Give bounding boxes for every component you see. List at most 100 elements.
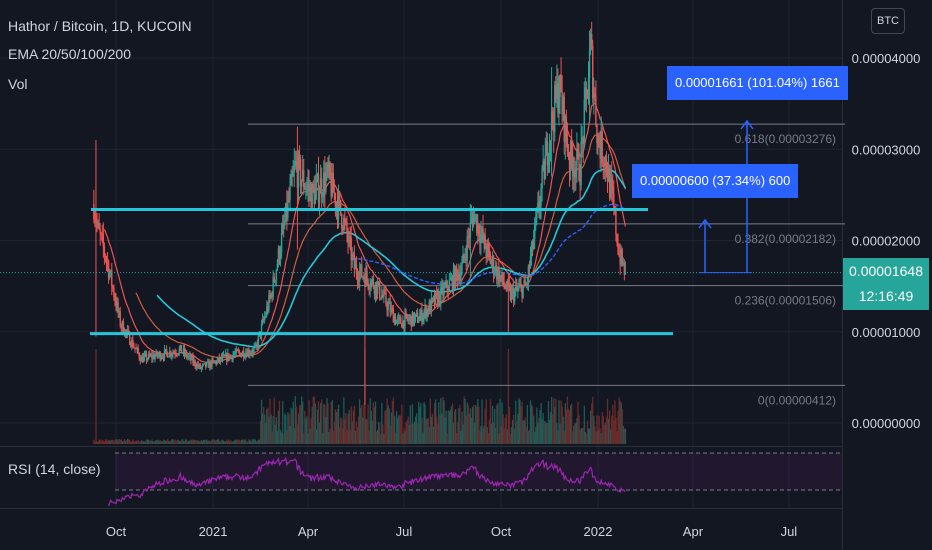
- candle-body: [366, 271, 368, 280]
- time-tick-label: Apr: [683, 524, 704, 539]
- candle-body: [346, 221, 348, 235]
- candle-body: [347, 234, 349, 243]
- candle-body: [318, 193, 321, 203]
- fib-retracement[interactable]: 0.618(0.00003276) 0.382(0.00002182) 0.236(…: [248, 123, 845, 407]
- volume-bar: [432, 426, 435, 444]
- volume-bar: [356, 427, 359, 444]
- candle-body: [408, 318, 410, 321]
- volume-bar: [469, 408, 472, 444]
- volume-bar: [314, 403, 317, 444]
- candle-body: [177, 353, 179, 355]
- candle-body: [395, 320, 398, 324]
- volume-bar: [505, 414, 507, 444]
- drawings[interactable]: [0, 119, 842, 336]
- volume-bar: [139, 441, 141, 444]
- volume-bar: [398, 415, 400, 444]
- volume-bar: [501, 402, 503, 444]
- candle-body: [149, 353, 151, 357]
- candle-body: [354, 264, 357, 270]
- volume-bar: [596, 415, 598, 444]
- candle-body: [526, 282, 529, 286]
- volume-bar: [154, 441, 156, 444]
- candle-body: [238, 351, 241, 353]
- candle-body: [464, 256, 466, 258]
- volume-bar: [137, 439, 139, 444]
- candle-body: [227, 353, 229, 362]
- candle-body: [443, 286, 445, 296]
- volume-bar: [214, 440, 216, 444]
- candle-body: [551, 111, 554, 123]
- candle-body: [550, 111, 553, 141]
- countdown-label: 12:16:49: [843, 284, 929, 310]
- candle-body: [229, 355, 231, 360]
- volume-bar: [243, 439, 245, 444]
- volume-bar: [188, 441, 190, 444]
- candle-body: [426, 308, 428, 318]
- candle-body: [549, 140, 552, 143]
- volume-bar: [495, 427, 497, 444]
- volume-bar: [483, 425, 485, 444]
- candle-body: [175, 353, 177, 355]
- candle-body: [98, 222, 100, 230]
- volume-bar: [603, 424, 606, 444]
- candle-body: [583, 99, 585, 145]
- volume-bar: [269, 398, 271, 444]
- candle-body: [582, 137, 584, 145]
- rsi-legend[interactable]: RSI (14, close): [8, 461, 101, 477]
- ema-100-line: [156, 168, 627, 348]
- candle-body: [303, 169, 305, 188]
- volume-bar: [203, 440, 206, 444]
- volume-bar: [430, 416, 433, 444]
- volume-legend[interactable]: Vol: [8, 76, 28, 92]
- candle-body: [577, 148, 579, 152]
- volume-bar: [444, 417, 446, 444]
- candle-body: [352, 253, 355, 255]
- volume-bar: [195, 440, 197, 444]
- volume-bar: [335, 412, 338, 444]
- volume-bar: [452, 422, 455, 444]
- volume-bar: [436, 416, 438, 444]
- volume-bar: [354, 431, 357, 444]
- candle-body: [228, 353, 230, 360]
- candle-body: [341, 214, 343, 229]
- candle-body: [232, 354, 234, 360]
- volume-bar: [561, 406, 563, 444]
- volume-bar: [415, 413, 418, 444]
- candle-body: [219, 357, 222, 362]
- candle-body: [230, 355, 232, 357]
- volume-bar: [461, 411, 463, 444]
- candle-body: [516, 286, 518, 290]
- volume-bar: [150, 441, 152, 444]
- volume-bar: [351, 421, 353, 444]
- volume-bar: [477, 399, 479, 444]
- candle-body: [141, 357, 144, 363]
- candle-body: [472, 217, 475, 224]
- candle-body: [538, 202, 540, 211]
- candle-body: [621, 249, 623, 264]
- candle-body: [359, 264, 362, 272]
- rsi-band: [115, 453, 842, 490]
- volume-bar: [374, 401, 377, 444]
- volume-bar: [104, 439, 107, 444]
- measure-label-small[interactable]: 0.00000600 (37.34%) 600: [632, 164, 799, 198]
- candle-body: [185, 351, 188, 358]
- volume-bar: [344, 419, 346, 444]
- volume-bar: [257, 440, 260, 444]
- volume-bar: [447, 410, 449, 444]
- measure-label-big[interactable]: 0.00001661 (101.04%) 1661: [667, 66, 848, 100]
- volume-bar: [273, 397, 275, 444]
- currency-button[interactable]: BTC: [871, 8, 905, 34]
- candle-body: [559, 74, 561, 97]
- candle-body: [566, 138, 569, 152]
- volume-bar: [178, 440, 180, 444]
- ema-legend[interactable]: EMA 20/50/100/200: [8, 46, 131, 62]
- volume-bar: [303, 432, 305, 444]
- volume-bar: [156, 440, 158, 444]
- volume-bar: [276, 431, 279, 444]
- volume-bar: [297, 413, 300, 444]
- volume-bar: [557, 430, 559, 444]
- candle-body: [586, 89, 589, 98]
- symbol-legend[interactable]: Hathor / Bitcoin, 1D, KUCOIN: [8, 18, 192, 34]
- volume-bar: [394, 432, 397, 444]
